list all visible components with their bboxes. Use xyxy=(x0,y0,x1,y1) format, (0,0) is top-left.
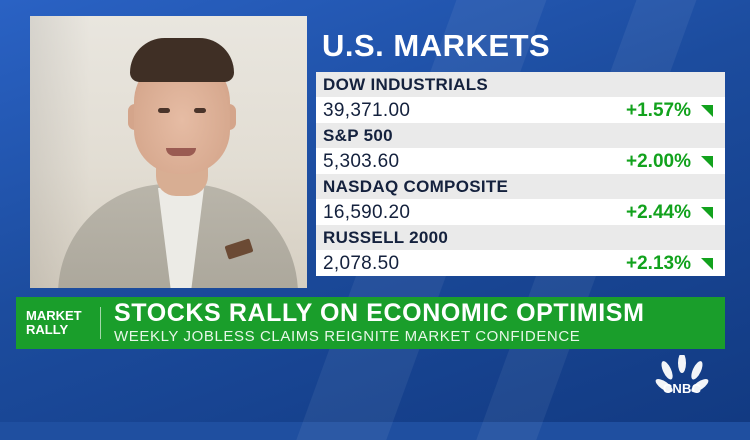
up-arrow-icon xyxy=(701,207,713,219)
index-change: +1.57% xyxy=(626,100,691,121)
index-name-bar: RUSSELL 2000 xyxy=(316,225,725,250)
index-value: 39,371.00 xyxy=(323,100,411,121)
segment-tag: MARKET RALLY xyxy=(16,297,98,349)
guest-eye xyxy=(194,108,206,113)
segment-tag-line: MARKET xyxy=(26,308,82,323)
markets-panel: DOW INDUSTRIALS 39,371.00 +1.57% S&P 500… xyxy=(316,72,725,276)
tag-divider xyxy=(100,307,101,339)
guest-video-frame xyxy=(30,16,307,288)
index-value: 2,078.50 xyxy=(323,253,400,274)
index-value: 5,303.60 xyxy=(323,151,400,172)
peacock-icon xyxy=(655,355,709,393)
index-change: +2.44% xyxy=(626,202,691,223)
markets-title: U.S. MARKETS xyxy=(322,28,551,63)
index-name-bar: NASDAQ COMPOSITE xyxy=(316,174,725,199)
headline: STOCKS RALLY ON ECONOMIC OPTIMISM xyxy=(114,299,645,327)
up-arrow-icon xyxy=(701,105,713,117)
index-value: 16,590.20 xyxy=(323,202,411,223)
index-value-bar: 5,303.60 +2.00% xyxy=(316,148,725,174)
network-logo-text: CNBC xyxy=(662,381,702,396)
index-change: +2.13% xyxy=(626,253,691,274)
lower-third-banner: MARKET RALLY STOCKS RALLY ON ECONOMIC OP… xyxy=(16,297,725,349)
subheadline: WEEKLY JOBLESS CLAIMS REIGNITE MARKET CO… xyxy=(114,328,581,345)
segment-tag-line: RALLY xyxy=(26,322,69,337)
up-arrow-icon xyxy=(701,258,713,270)
index-value-bar: 39,371.00 +1.57% xyxy=(316,97,725,123)
index-name-bar: S&P 500 xyxy=(316,123,725,148)
index-name: S&P 500 xyxy=(323,126,393,145)
index-value-bar: 16,590.20 +2.44% xyxy=(316,199,725,225)
index-value-bar: 2,078.50 +2.13% xyxy=(316,250,725,276)
index-name-bar: DOW INDUSTRIALS xyxy=(316,72,725,97)
index-name: DOW INDUSTRIALS xyxy=(323,75,489,94)
guest-mouth xyxy=(166,148,196,156)
guest-eye xyxy=(158,108,170,113)
index-change: +2.00% xyxy=(626,151,691,172)
index-name: NASDAQ COMPOSITE xyxy=(323,177,509,196)
guest-hair xyxy=(130,38,234,82)
up-arrow-icon xyxy=(701,156,713,168)
index-name: RUSSELL 2000 xyxy=(323,228,449,247)
